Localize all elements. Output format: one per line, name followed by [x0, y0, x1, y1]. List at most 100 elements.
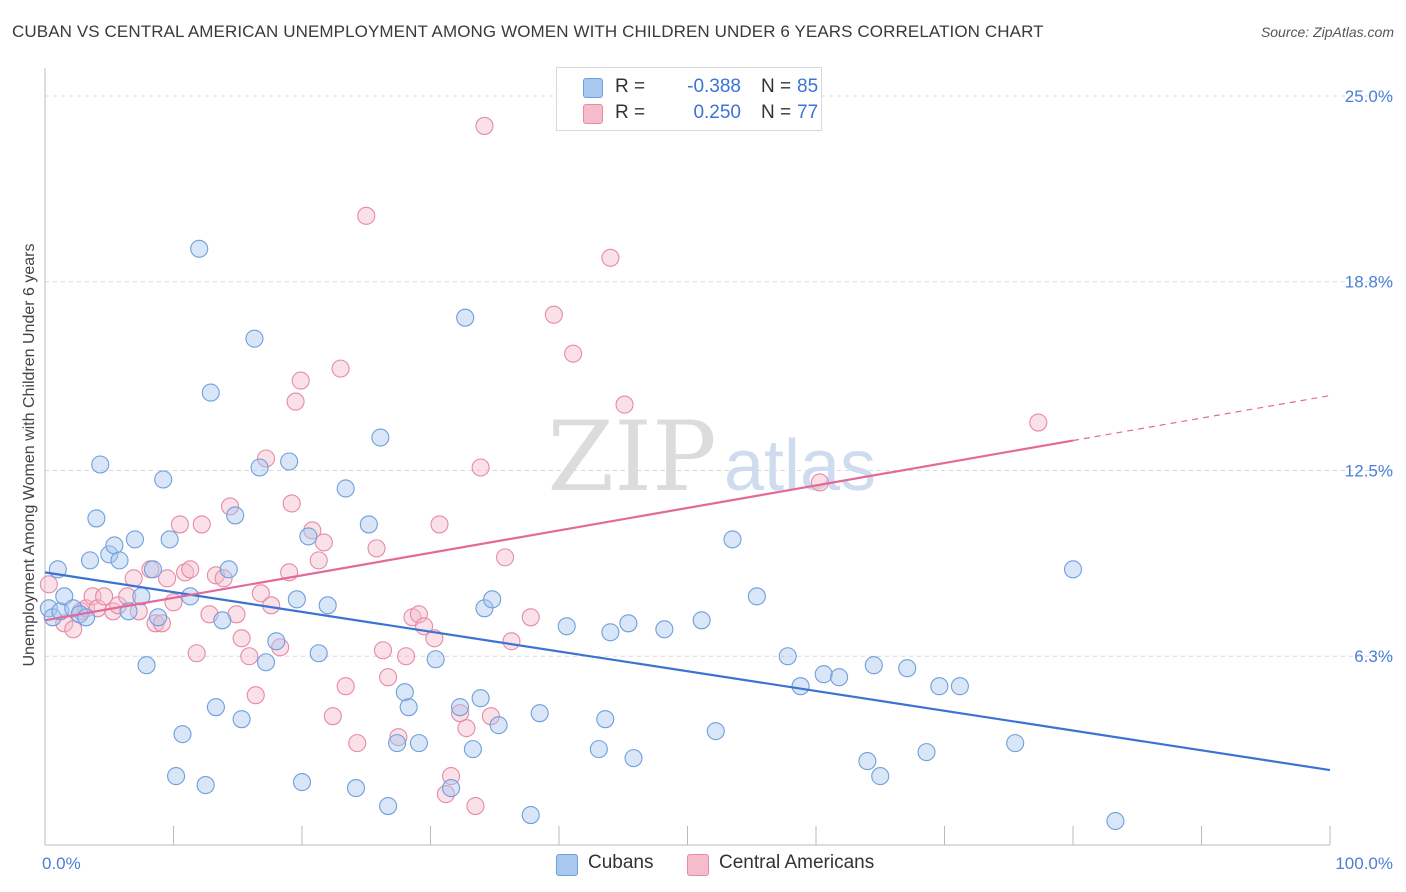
central-american-point [348, 734, 367, 753]
central-american-point [214, 569, 233, 588]
cuban-point [232, 710, 251, 729]
cuban-point [619, 614, 638, 633]
cuban-point [395, 683, 414, 702]
cuban-point [624, 749, 643, 768]
central-american-point [810, 473, 829, 492]
cuban-point [309, 644, 328, 663]
central-american-point [379, 668, 398, 687]
cuban-point [601, 623, 620, 642]
cuban-point [167, 767, 186, 786]
cuban-point [723, 530, 742, 549]
central-american-point [39, 575, 58, 594]
cuban-point [190, 239, 209, 258]
cuban-point [409, 734, 428, 753]
cuban-point [898, 659, 917, 678]
legend-n-value: 77 [797, 102, 819, 123]
cuban-point [871, 767, 890, 786]
bottom-legend-central-americans-label: Central Americans [719, 852, 875, 873]
source-label: Source: ZipAtlas.com [1260, 24, 1394, 40]
cuban-point [100, 545, 119, 564]
central-american-point [615, 395, 634, 414]
central-american-point [158, 569, 177, 588]
central-american-point [170, 515, 189, 534]
central-american-point [232, 629, 251, 648]
cuban-point [471, 689, 490, 708]
cuban-point [39, 599, 58, 618]
x-tick-labels: 0.0% 100.0% [42, 854, 1393, 873]
cuban-point [267, 632, 286, 651]
cuban-point [213, 611, 232, 630]
cuban-point [336, 479, 355, 498]
watermark: ZIP atlas [547, 401, 876, 513]
cuban-point [917, 743, 936, 762]
cubans-points [39, 239, 1125, 831]
chart-title: CUBAN VS CENTRAL AMERICAN UNEMPLOYMENT A… [12, 22, 1044, 41]
cuban-point [930, 677, 949, 696]
cuban-point [442, 779, 461, 798]
cuban-point [463, 740, 482, 759]
central-american-point [291, 371, 310, 390]
cuban-point [451, 698, 470, 717]
central-american-point [251, 584, 270, 603]
central-american-point [331, 359, 350, 378]
legend-r-label: R = [615, 102, 646, 123]
cubans-swatch [556, 854, 578, 876]
central-american-point [466, 797, 485, 816]
x-tick-label: 100.0% [1335, 854, 1393, 873]
cuban-point [105, 536, 124, 555]
gridlines [45, 95, 1395, 657]
cuban-point [596, 710, 615, 729]
legend-n-value: 85 [797, 76, 819, 97]
central-american-point [64, 620, 83, 639]
cuban-point [55, 587, 74, 606]
cuban-point [747, 587, 766, 606]
central-american-point [601, 248, 620, 267]
legend-r-label: R = [615, 76, 646, 97]
cuban-point [226, 506, 245, 525]
central-american-point [471, 458, 490, 477]
central-american-point [451, 704, 470, 723]
central-american-point [181, 560, 200, 579]
central-american-point [336, 677, 355, 696]
cuban-point [950, 677, 969, 696]
central-american-point [256, 449, 276, 468]
central-americans-trend-extension [1072, 394, 1331, 442]
trend-lines [44, 394, 1331, 772]
watermark-atlas: atlas [724, 426, 876, 506]
cuban-point [250, 458, 269, 477]
cuban-point [110, 551, 129, 570]
central-american-point [282, 494, 301, 513]
central-american-point [564, 344, 583, 363]
cuban-point [399, 698, 418, 717]
central-american-point [430, 515, 449, 534]
central-american-point [521, 608, 540, 627]
central-americans-points [39, 116, 1048, 816]
central-american-point [373, 641, 393, 660]
cuban-point [557, 617, 576, 636]
cuban-point [318, 596, 337, 615]
central-american-point [436, 785, 455, 804]
cuban-point [388, 734, 407, 753]
legend: R = -0.388 N = 85 R = 0.250 N = 77 [556, 67, 822, 131]
cubans-trend-line [44, 571, 1331, 772]
x-tick-label: 0.0% [42, 854, 81, 873]
cuban-point [692, 611, 711, 630]
cuban-point [245, 329, 264, 348]
central-american-point [357, 206, 376, 225]
central-american-point [314, 533, 333, 552]
cuban-point [489, 716, 508, 735]
central-american-point [55, 614, 74, 633]
cuban-point [201, 383, 220, 402]
cuban-point [830, 668, 849, 687]
central-american-point [409, 605, 428, 624]
cuban-point [154, 470, 173, 489]
central-american-point [1029, 413, 1048, 432]
legend-r-value: 0.250 [693, 102, 741, 123]
cuban-point [655, 620, 674, 639]
central-american-point [286, 392, 305, 411]
central-american-point [367, 539, 386, 558]
cuban-point [292, 773, 312, 792]
cuban-point [1063, 560, 1083, 579]
central-american-point [502, 632, 521, 651]
central-americans-swatch [583, 104, 603, 124]
